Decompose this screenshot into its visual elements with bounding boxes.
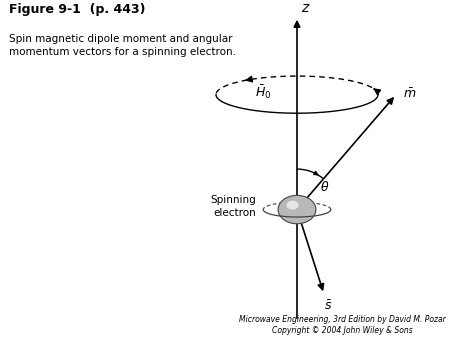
Text: $\bar{m}$: $\bar{m}$ bbox=[403, 88, 416, 101]
Text: $\theta$: $\theta$ bbox=[320, 180, 329, 194]
Text: Spin magnetic dipole moment and angular
momentum vectors for a spinning electron: Spin magnetic dipole moment and angular … bbox=[9, 34, 236, 57]
Circle shape bbox=[287, 201, 298, 210]
Text: Spinning
electron: Spinning electron bbox=[211, 195, 256, 218]
Text: $\bar{H}_0$: $\bar{H}_0$ bbox=[255, 83, 271, 101]
Text: Figure 9-1  (p. 443): Figure 9-1 (p. 443) bbox=[9, 3, 145, 16]
Text: $\bar{s}$: $\bar{s}$ bbox=[324, 299, 333, 313]
Circle shape bbox=[278, 195, 316, 224]
Text: z: z bbox=[302, 1, 309, 15]
Text: Microwave Engineering, 3rd Edition by David M. Pozar
Copyright © 2004 John Wiley: Microwave Engineering, 3rd Edition by Da… bbox=[239, 315, 446, 335]
